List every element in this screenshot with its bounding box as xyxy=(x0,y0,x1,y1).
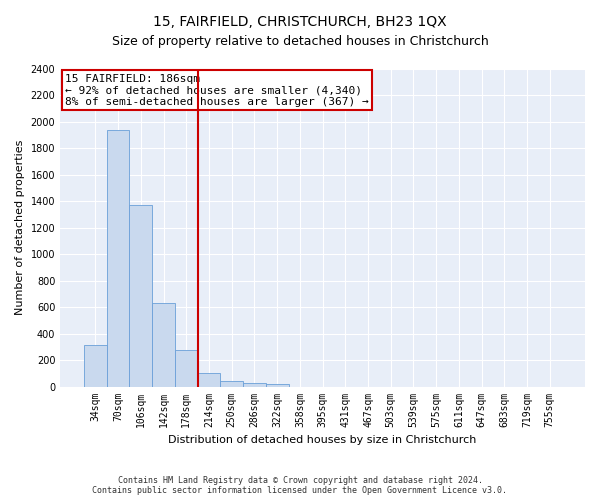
Text: Size of property relative to detached houses in Christchurch: Size of property relative to detached ho… xyxy=(112,35,488,48)
Text: 15, FAIRFIELD, CHRISTCHURCH, BH23 1QX: 15, FAIRFIELD, CHRISTCHURCH, BH23 1QX xyxy=(153,15,447,29)
Bar xyxy=(243,383,266,386)
Bar xyxy=(84,345,107,387)
Text: 15 FAIRFIELD: 186sqm
← 92% of detached houses are smaller (4,340)
8% of semi-det: 15 FAIRFIELD: 186sqm ← 92% of detached h… xyxy=(65,74,369,107)
Bar xyxy=(197,374,220,386)
Bar xyxy=(152,303,175,386)
X-axis label: Distribution of detached houses by size in Christchurch: Distribution of detached houses by size … xyxy=(169,435,477,445)
Bar xyxy=(220,381,243,386)
Bar xyxy=(130,206,152,386)
Bar xyxy=(175,350,197,387)
Text: Contains HM Land Registry data © Crown copyright and database right 2024.
Contai: Contains HM Land Registry data © Crown c… xyxy=(92,476,508,495)
Bar xyxy=(107,130,130,386)
Y-axis label: Number of detached properties: Number of detached properties xyxy=(15,140,25,316)
Bar xyxy=(266,384,289,386)
